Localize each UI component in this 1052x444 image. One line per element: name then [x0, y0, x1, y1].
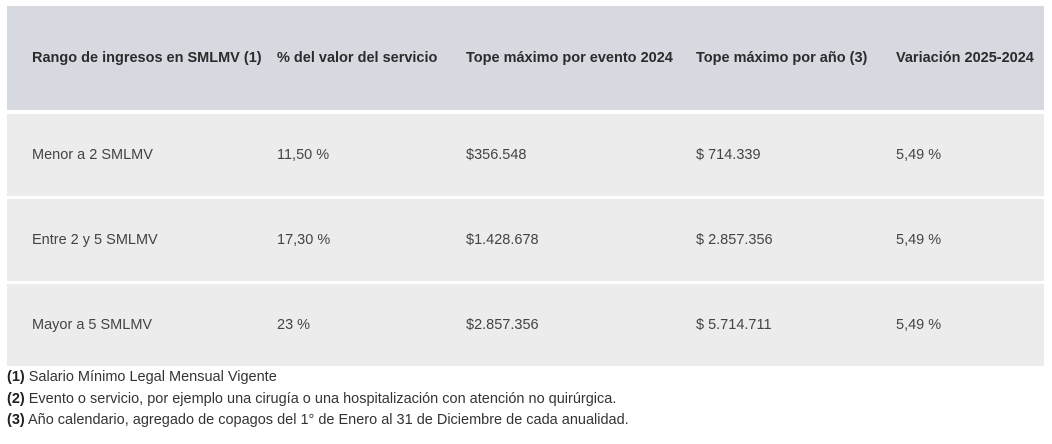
cell-max-event: $356.548 [466, 110, 696, 196]
footnote-1: (1) Salario Mínimo Legal Mensual Vigente [7, 367, 629, 389]
footnote-text: Año calendario, agregado de copagos del … [27, 412, 629, 428]
footnotes: (1) Salario Mínimo Legal Mensual Vigente… [7, 367, 629, 432]
footnote-marker: (3) [7, 412, 25, 428]
cell-max-year: $ 5.714.711 [696, 281, 896, 366]
footnote-text: Evento o servicio, por ejemplo una cirug… [28, 390, 617, 407]
table-row: Entre 2 y 5 SMLMV 17,30 % $1.428.678 $ 2… [7, 196, 1044, 281]
copay-table: Rango de ingresos en SMLMV (1) % del val… [7, 6, 1044, 366]
table-row: Menor a 2 SMLMV 11,50 % $356.548 $ 714.3… [7, 110, 1044, 196]
cell-max-event: $1.428.678 [466, 196, 696, 281]
cell-max-year: $ 2.857.356 [696, 196, 896, 281]
cell-percentage: 23 % [277, 281, 466, 366]
footnote-3: (3) Año calendario, agregado de copagos … [7, 410, 629, 432]
footnote-2: (2) Evento o servicio, por ejemplo una c… [7, 389, 629, 411]
header-service-percentage: % del valor del servicio [277, 6, 466, 110]
copay-table-container: Rango de ingresos en SMLMV (1) % del val… [7, 6, 1044, 366]
header-row: Rango de ingresos en SMLMV (1) % del val… [7, 6, 1044, 110]
header-variation: Variación 2025-2024 [896, 6, 1044, 110]
header-income-range: Rango de ingresos en SMLMV (1) [7, 6, 277, 110]
cell-variation: 5,49 % [896, 196, 1044, 281]
header-max-per-event: Tope máximo por evento 2024 [466, 6, 696, 110]
cell-max-event: $2.857.356 [466, 281, 696, 366]
footnote-marker: (1) [7, 369, 25, 385]
footnote-text: Salario Mínimo Legal Mensual Vigente [28, 369, 277, 385]
cell-percentage: 17,30 % [277, 196, 466, 281]
header-max-per-year: Tope máximo por año (3) [696, 6, 896, 110]
table-body: Menor a 2 SMLMV 11,50 % $356.548 $ 714.3… [7, 110, 1044, 366]
cell-income-range: Entre 2 y 5 SMLMV [7, 196, 277, 281]
cell-income-range: Mayor a 5 SMLMV [7, 281, 277, 366]
cell-max-year: $ 714.339 [696, 110, 896, 196]
cell-variation: 5,49 % [896, 281, 1044, 366]
footnote-marker: (2) [7, 390, 25, 407]
cell-percentage: 11,50 % [277, 110, 466, 196]
cell-variation: 5,49 % [896, 110, 1044, 196]
cell-income-range: Menor a 2 SMLMV [7, 110, 277, 196]
table-header: Rango de ingresos en SMLMV (1) % del val… [7, 6, 1044, 110]
table-row: Mayor a 5 SMLMV 23 % $2.857.356 $ 5.714.… [7, 281, 1044, 366]
